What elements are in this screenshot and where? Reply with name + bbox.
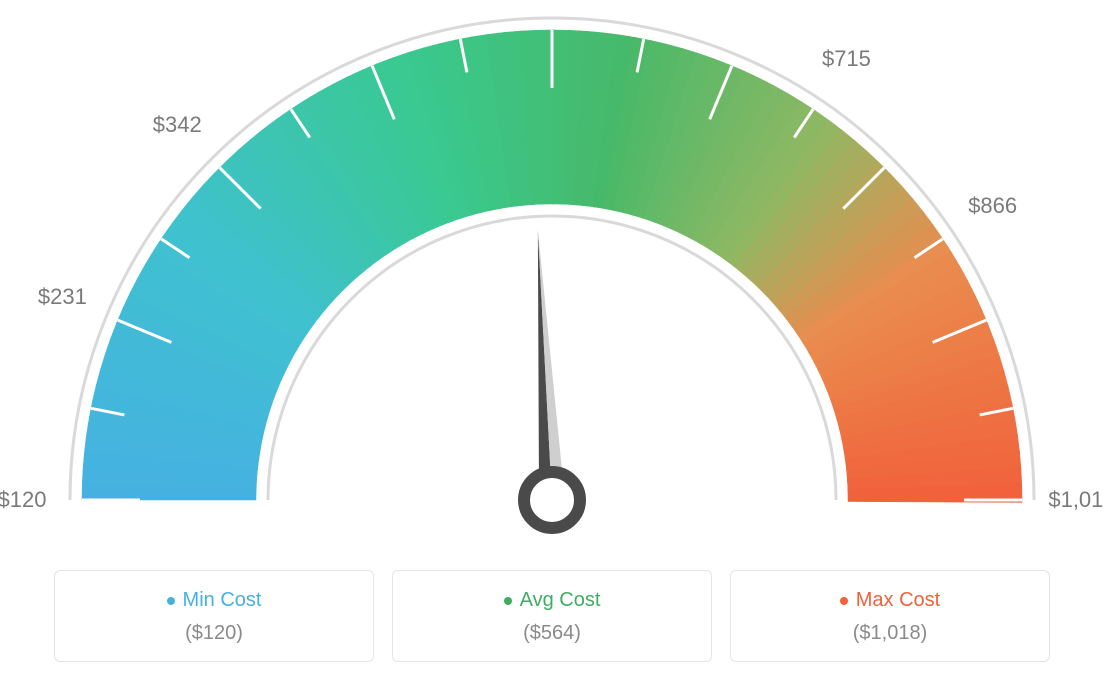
legend-title-avg: Avg Cost — [504, 589, 601, 612]
gauge-svg — [0, 0, 1104, 560]
scale-label: $342 — [153, 112, 202, 138]
scale-label: $1,018 — [1048, 487, 1104, 513]
scale-label: $120 — [0, 487, 46, 513]
legend-value-avg: ($564) — [405, 622, 699, 645]
scale-label: $715 — [822, 46, 871, 72]
legend-card-max: Max Cost ($1,018) — [730, 570, 1050, 662]
scale-label: $231 — [38, 284, 87, 310]
scale-label: $866 — [968, 193, 1017, 219]
legend-card-avg: Avg Cost ($564) — [392, 570, 712, 662]
legend-value-max: ($1,018) — [743, 622, 1037, 645]
legend-label-max: Max Cost — [856, 589, 940, 612]
legend-row: Min Cost ($120) Avg Cost ($564) Max Cost… — [0, 570, 1104, 662]
legend-label-avg: Avg Cost — [520, 589, 601, 612]
gauge-chart: $120$231$342$564$715$866$1,018 — [0, 0, 1104, 560]
legend-title-min: Min Cost — [167, 589, 262, 612]
legend-card-min: Min Cost ($120) — [54, 570, 374, 662]
legend-value-min: ($120) — [67, 622, 361, 645]
legend-title-max: Max Cost — [840, 589, 940, 612]
legend-label-min: Min Cost — [183, 589, 262, 612]
